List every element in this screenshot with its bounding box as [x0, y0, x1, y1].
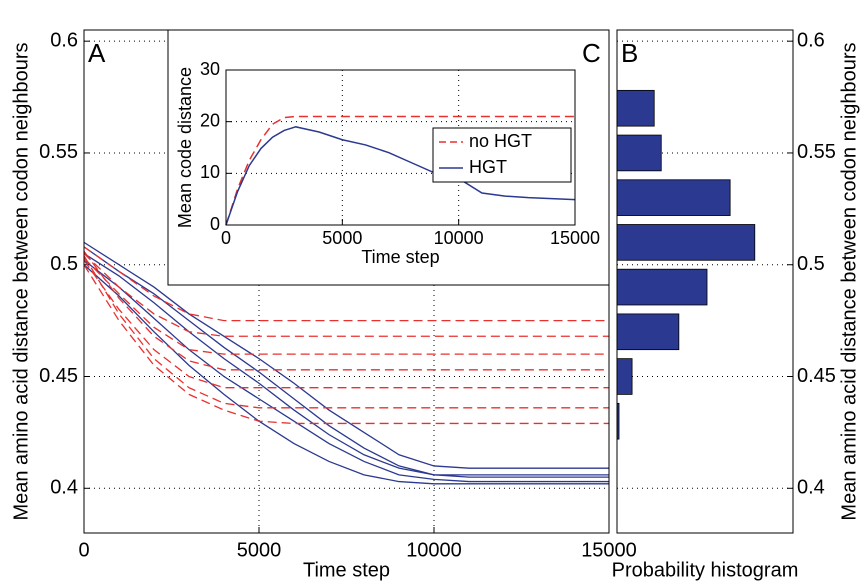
histogram-bar	[616, 224, 756, 261]
panel-letter: B	[621, 38, 638, 68]
histogram-bar	[616, 179, 731, 216]
y-tick-label: 0.6	[797, 29, 825, 51]
series-line	[225, 126, 576, 226]
y-tick-label: 0.55	[797, 141, 836, 163]
series-line	[83, 241, 609, 469]
y-tick-label: 10	[200, 162, 220, 182]
legend-label: no HGT	[469, 131, 532, 151]
series-line	[83, 259, 609, 389]
histogram-bar	[616, 89, 655, 127]
x-axis-label: Time step	[361, 247, 439, 267]
x-axis-label: Time step	[303, 559, 390, 581]
y-tick-label: 0.45	[39, 365, 78, 387]
axes-frame	[616, 29, 794, 534]
y-tick-label: 0.55	[39, 141, 78, 163]
legend-box	[432, 127, 572, 183]
x-tick-label: 10000	[434, 228, 484, 248]
x-tick-label: 5000	[322, 228, 362, 248]
series-line	[83, 250, 609, 371]
panel-letter: A	[88, 38, 106, 68]
y-tick-label: 30	[200, 59, 220, 79]
histogram-bar	[616, 268, 708, 306]
y-tick-label: 0.4	[797, 477, 825, 499]
y-tick-label: 0.5	[797, 253, 825, 275]
y-tick-label: 0.5	[50, 253, 78, 275]
x-tick-label: 0	[221, 228, 231, 248]
x-tick-label: 15000	[550, 228, 600, 248]
series-line	[83, 264, 609, 425]
y-axis-label: Mean amino acid distance between codon n…	[838, 42, 860, 520]
x-tick-label: 15000	[581, 539, 637, 561]
series-line	[83, 253, 609, 337]
series-line	[83, 246, 609, 476]
y-axis-label: Mean code distance	[175, 67, 195, 228]
y-tick-label: 0	[210, 214, 220, 234]
y-tick-label: 20	[200, 110, 220, 130]
legend-label: HGT	[469, 157, 507, 177]
y-tick-label: 0.4	[50, 477, 78, 499]
y-tick-label: 0.6	[50, 29, 78, 51]
x-tick-label: 0	[78, 539, 89, 561]
series-line	[83, 255, 609, 409]
histogram-bar	[616, 313, 680, 351]
x-tick-label: 10000	[406, 539, 462, 561]
panel-letter: C	[582, 38, 601, 68]
y-tick-label: 0.45	[797, 365, 836, 387]
series-line	[83, 246, 609, 322]
y-axis-label: Mean amino acid distance between codon n…	[10, 42, 32, 520]
series-line	[225, 115, 575, 226]
axes-frame	[225, 69, 576, 226]
histogram-bar	[616, 134, 662, 172]
x-axis-label: Probability histogram	[612, 559, 799, 581]
series-line	[83, 257, 609, 355]
histogram-bar	[616, 358, 633, 395]
series-line	[83, 253, 609, 478]
series-line	[83, 259, 609, 483]
x-tick-label: 5000	[237, 539, 282, 561]
